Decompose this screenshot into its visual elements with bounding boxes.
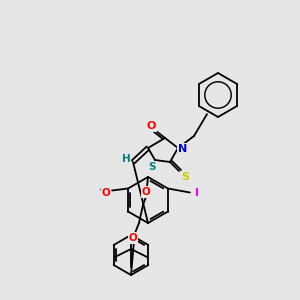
- Text: O: O: [142, 187, 150, 197]
- Text: O: O: [146, 121, 156, 131]
- Text: S: S: [181, 172, 189, 182]
- Text: I: I: [195, 188, 199, 199]
- Text: O: O: [129, 233, 137, 243]
- Text: N: N: [178, 144, 188, 154]
- Text: H: H: [122, 154, 130, 164]
- Text: O: O: [102, 188, 110, 197]
- Text: S: S: [148, 162, 156, 172]
